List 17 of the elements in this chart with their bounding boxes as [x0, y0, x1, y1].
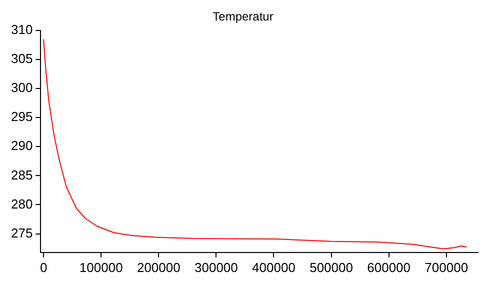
- y-tick-label: 280: [10, 196, 33, 212]
- x-tick-label: 700000: [424, 260, 468, 275]
- y-tick-label: 295: [10, 109, 33, 124]
- y-tick-label: 305: [10, 51, 33, 66]
- x-tick-label: 400000: [252, 260, 296, 275]
- x-tick-label: 500000: [310, 260, 353, 275]
- y-tick-label: 300: [10, 80, 33, 96]
- x-tick-label: 200000: [136, 260, 180, 275]
- y-tick-label: 310: [10, 22, 33, 37]
- y-tick-label: 290: [10, 138, 33, 154]
- x-tick-label: 0: [40, 260, 48, 275]
- y-tick-label: 285: [10, 167, 33, 182]
- x-tick-label: 300000: [194, 260, 238, 275]
- x-tick-label: 100000: [79, 260, 123, 275]
- x-tick-label: 600000: [367, 260, 411, 275]
- y-tick-label: 275: [10, 225, 33, 240]
- chart-title: Temperatur: [212, 10, 274, 24]
